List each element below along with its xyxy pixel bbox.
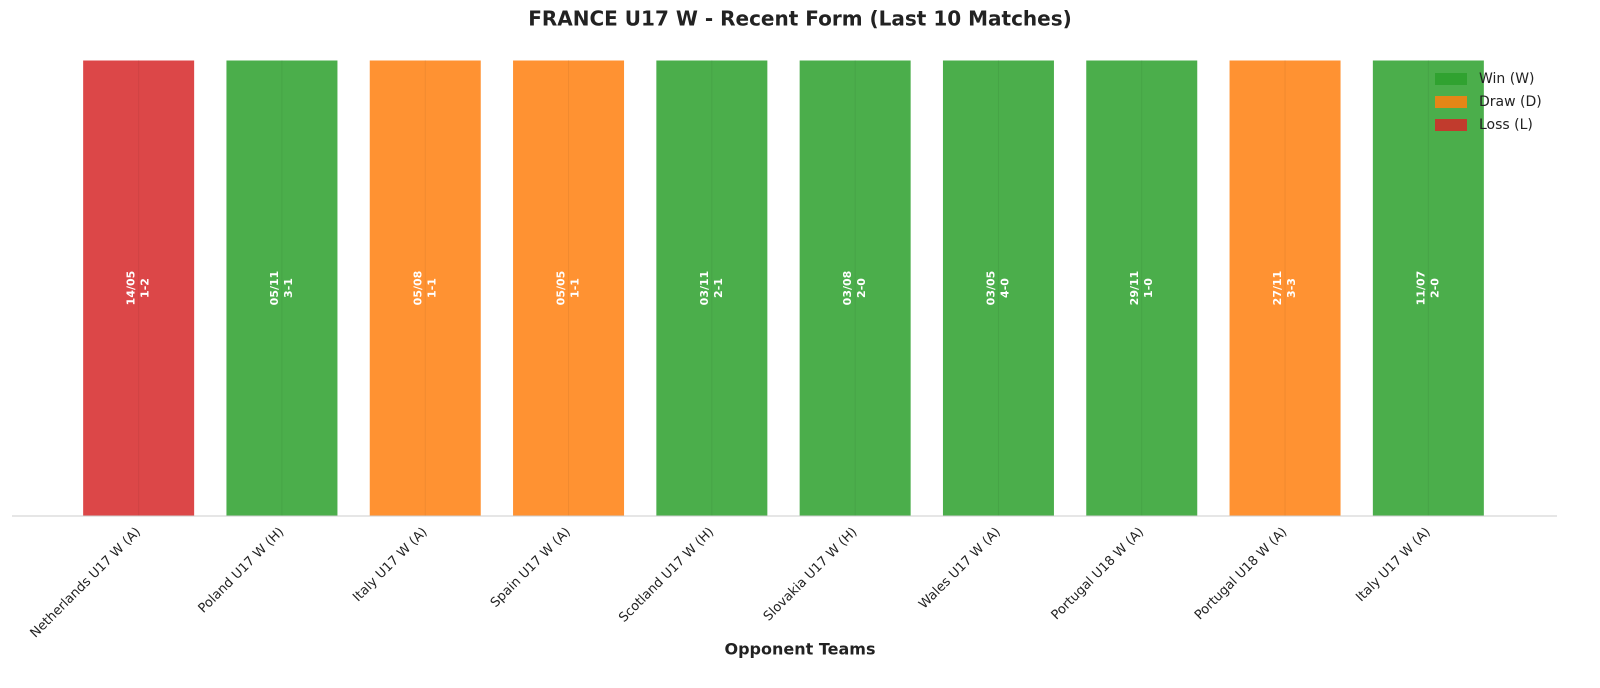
legend-label: Draw (D) [1479,94,1542,110]
bar-date: 27/11 [1271,271,1284,306]
bar-date: 03/08 [841,271,854,306]
bar-score: 3-3 [1285,278,1298,298]
bar-date: 11/07 [1414,271,1427,306]
legend-swatch [1435,96,1467,108]
bar-label: 14/05 1-2 [125,271,152,306]
bar [798,59,912,517]
bar-label: 03/08 2-0 [841,271,868,306]
bar [512,59,626,517]
bar [941,59,1055,517]
bar [655,59,769,517]
bar-label: 29/11 1-0 [1128,271,1155,306]
bar-score: 1-0 [1142,278,1155,298]
bar-date: 05/05 [555,271,568,306]
bar-date: 05/08 [411,271,424,306]
bar-score: 4-0 [998,278,1011,298]
bar-score: 3-1 [282,278,295,298]
legend-swatch [1435,119,1467,131]
bar [1228,59,1342,517]
bar-score: 2-0 [855,278,868,298]
chart-title: FRANCE U17 W - Recent Form (Last 10 Matc… [528,7,1072,31]
bar-label: 05/05 1-1 [555,271,582,306]
bar-date: 29/11 [1128,271,1141,306]
legend-label: Loss (L) [1479,117,1533,133]
bar-date: 14/05 [125,271,138,306]
bar-label: 03/11 2-1 [698,271,725,306]
bar-label: 11/07 2-0 [1414,271,1441,306]
bar-date: 05/11 [268,271,281,306]
bar-label: 03/05 4-0 [984,271,1011,306]
bar [82,59,196,517]
bar [1085,59,1199,517]
bar-label: 05/11 3-1 [268,271,295,306]
x-axis-title: Opponent Teams [725,640,876,659]
bar-date: 03/11 [698,271,711,306]
bar-score: 1-2 [139,278,152,298]
legend-label: Win (W) [1479,71,1535,87]
legend-swatch [1435,73,1467,85]
bar-score: 2-0 [1428,278,1441,298]
bar-score: 1-1 [425,278,438,298]
bar [1371,59,1485,517]
bar-score: 1-1 [569,278,582,298]
bar-label: 05/08 1-1 [411,271,438,306]
bar-label: 27/11 3-3 [1271,271,1298,306]
bar-date: 03/05 [984,271,997,306]
bar-score: 2-1 [712,278,725,298]
bar [225,59,339,517]
